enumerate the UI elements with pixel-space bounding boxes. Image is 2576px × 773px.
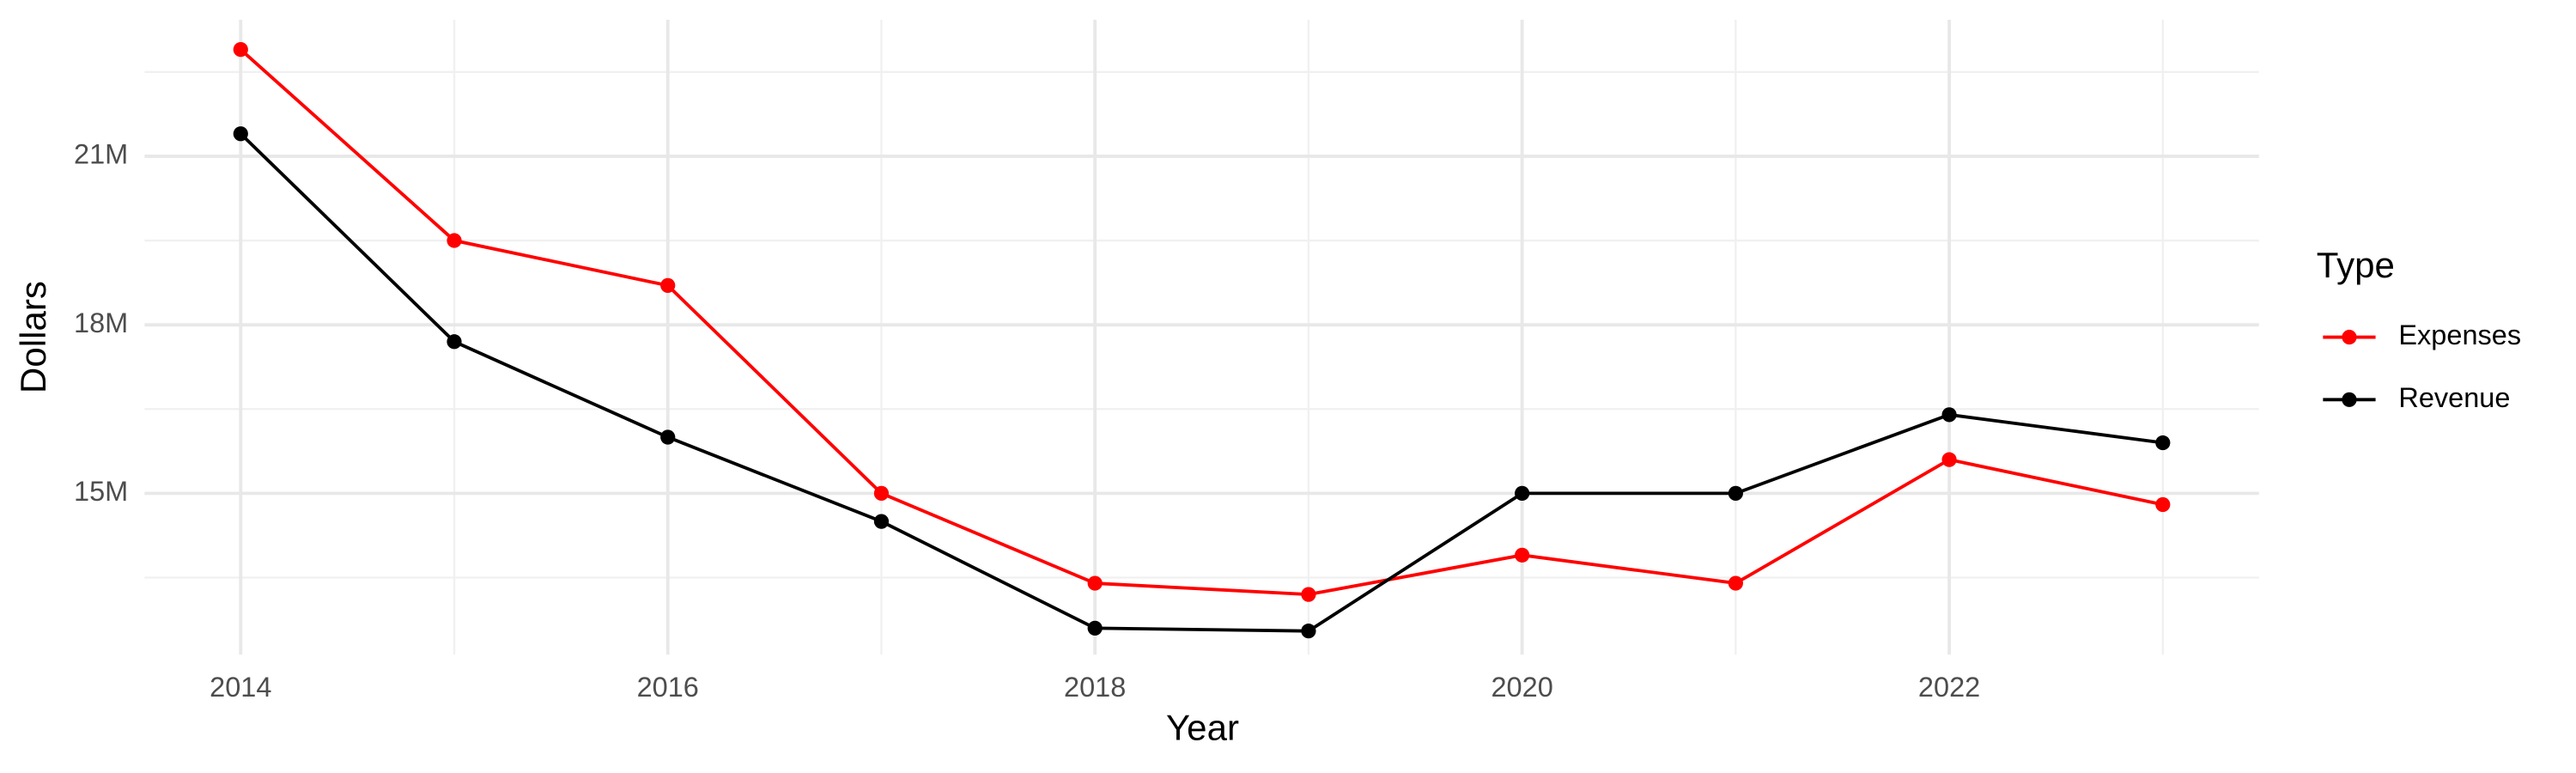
legend-marker xyxy=(2342,329,2357,345)
point xyxy=(873,485,890,502)
x-tick-label: 2018 xyxy=(1064,672,1126,703)
point xyxy=(2155,435,2171,451)
point xyxy=(1728,485,1743,502)
point xyxy=(873,514,890,529)
point xyxy=(1087,575,1103,591)
point xyxy=(1728,575,1743,591)
point xyxy=(660,429,676,445)
point xyxy=(1515,547,1530,563)
x-tick-label: 2016 xyxy=(637,672,699,703)
x-tick-label: 2020 xyxy=(1491,672,1552,703)
legend-label: Revenue xyxy=(2398,382,2510,413)
point xyxy=(1301,587,1316,602)
legend-marker xyxy=(2342,392,2357,407)
point xyxy=(1941,452,1957,467)
series-line xyxy=(239,132,2164,633)
y-axis-title: Dollars xyxy=(13,281,53,393)
y-tick-label: 18M xyxy=(74,307,128,338)
point xyxy=(447,334,462,350)
point xyxy=(1515,485,1530,502)
point xyxy=(233,42,248,58)
point xyxy=(1087,620,1103,636)
grid xyxy=(144,19,2259,655)
point xyxy=(1301,624,1316,639)
x-tick-label: 2022 xyxy=(1918,672,1980,703)
point xyxy=(660,277,676,293)
x-tick-label: 2014 xyxy=(210,672,271,703)
point xyxy=(1941,407,1957,423)
legend-title: Type xyxy=(2317,245,2395,285)
point xyxy=(447,233,462,248)
point xyxy=(2155,496,2171,513)
y-tick-label: 21M xyxy=(74,139,128,170)
point xyxy=(233,126,248,142)
x-axis-title: Year xyxy=(1166,707,1239,747)
series-line xyxy=(240,48,2164,597)
legend-label: Expenses xyxy=(2398,320,2521,350)
y-tick-label: 15M xyxy=(74,476,128,507)
